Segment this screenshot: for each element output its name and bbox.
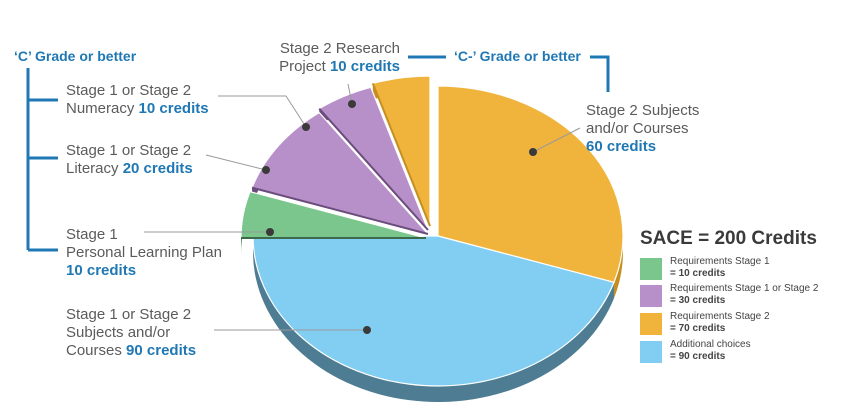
- legend-value: = 90 credits: [670, 351, 726, 362]
- legend-label: Additional choices: [670, 339, 751, 350]
- leader-dot-stage2-subjects: [529, 148, 537, 156]
- leader-dot-plp: [266, 228, 274, 236]
- label-research-line2: Project: [279, 58, 326, 75]
- label-plp-line1: Stage 1: [66, 226, 118, 243]
- label-additional-line2: Subjects and/or: [66, 324, 171, 341]
- label-stage2-subjects-line1: Stage 2 Subjects: [586, 102, 700, 119]
- legend-label: Requirements Stage 1 or Stage 2: [670, 283, 819, 294]
- label-plp-line2: Personal Learning Plan: [66, 244, 222, 261]
- legend-swatch: [640, 341, 662, 363]
- label-research-credits: 10 credits: [329, 58, 400, 75]
- slice-edge-stage-1-or-stage-2-literacy: [251, 186, 429, 235]
- leader-dot-numeracy: [302, 123, 310, 131]
- c-minus-grade-label: ‘C-’ Grade or better: [454, 48, 581, 64]
- slice-stage-2-subjects-and-or-courses: [437, 85, 624, 284]
- label-numeracy-line1: Stage 1 or Stage 2: [66, 82, 192, 99]
- slice-edge-stage-2-research-project: [371, 82, 431, 227]
- label-plp: Stage 1 Personal Learning Plan 10 credit…: [66, 226, 222, 280]
- legend-text: Additional choices = 90 credits: [670, 339, 751, 363]
- grade-brackets: [26, 55, 610, 252]
- label-stage2-subjects-credits: 60 credits: [586, 138, 657, 155]
- legend-item: Additional choices = 90 credits: [640, 339, 845, 369]
- leader-line-stage2-subjects: [532, 127, 581, 153]
- slice-stage-1-or-stage-2-literacy: [251, 111, 430, 236]
- legend-text: Requirements Stage 2 = 70 credits: [670, 311, 770, 335]
- label-literacy-credits: 20 credits: [122, 160, 193, 177]
- label-literacy-line2: Literacy: [66, 160, 119, 177]
- leader-line-literacy: [205, 154, 267, 171]
- legend-text: Requirements Stage 1 or Stage 2 = 30 cred…: [670, 283, 818, 307]
- label-literacy-line1: Stage 1 or Stage 2: [66, 142, 192, 159]
- leader-lines: [144, 83, 581, 334]
- leader-dot-research: [348, 100, 356, 108]
- c-minus-grade-bracket: [408, 55, 610, 92]
- leader-line-numeracy: [218, 95, 307, 128]
- legend-text: Requirements Stage 1 = 10 credits: [670, 256, 770, 280]
- legend-label: Requirements Stage 2: [670, 311, 770, 322]
- legend-value: = 70 credits: [670, 323, 726, 334]
- label-numeracy: Stage 1 or Stage 2 Numeracy 10 credits: [66, 82, 209, 118]
- label-research-line1: Stage 2 Research: [279, 40, 400, 57]
- pie-slices: [240, 75, 624, 387]
- c-grade-bracket: [26, 68, 58, 252]
- label-additional-line1: Stage 1 or Stage 2: [66, 306, 192, 323]
- legend-item: Requirements Stage 1 or Stage 2 = 30 cred…: [640, 283, 845, 313]
- slice-stage-1-or-stage-2-subjects-and-or-courses: [252, 235, 615, 387]
- legend-value: = 10 credits: [670, 268, 726, 279]
- label-stage2-subjects: Stage 2 Subjects and/or Courses 60 credi…: [586, 102, 699, 156]
- legend-label: Requirements Stage 1: [670, 256, 770, 267]
- c-grade-label: ‘C’ Grade or better: [14, 48, 137, 64]
- label-additional: Stage 1 or Stage 2 Subjects and/or Cours…: [66, 306, 196, 360]
- legend-swatch: [640, 313, 662, 335]
- leader-dot-literacy: [262, 166, 270, 174]
- label-additional-credits: 90 credits: [126, 342, 197, 359]
- label-literacy: Stage 1 or Stage 2 Literacy 20 credits: [66, 142, 193, 178]
- legend-swatch: [640, 258, 662, 280]
- label-research: Stage 2 Research Project 10 credits: [250, 40, 400, 76]
- leader-dot-additional: [363, 326, 371, 334]
- label-plp-credits: 10 credits: [66, 262, 137, 279]
- slice-edge-stage-1-or-stage-2-numeracy: [318, 107, 429, 231]
- label-numeracy-line2: Numeracy: [66, 100, 135, 117]
- legend-swatch: [640, 285, 662, 307]
- label-stage2-subjects-line2: and/or Courses: [586, 120, 689, 137]
- legend-value: = 30 credits: [670, 295, 726, 306]
- label-additional-line3: Courses: [66, 342, 122, 359]
- label-numeracy-credits: 10 credits: [138, 100, 209, 117]
- legend-item: Requirements Stage 2 = 70 credits: [640, 311, 845, 341]
- legend-title: SACE = 200 Credits: [640, 228, 817, 249]
- legend-item: Requirements Stage 1 = 10 credits: [640, 256, 845, 286]
